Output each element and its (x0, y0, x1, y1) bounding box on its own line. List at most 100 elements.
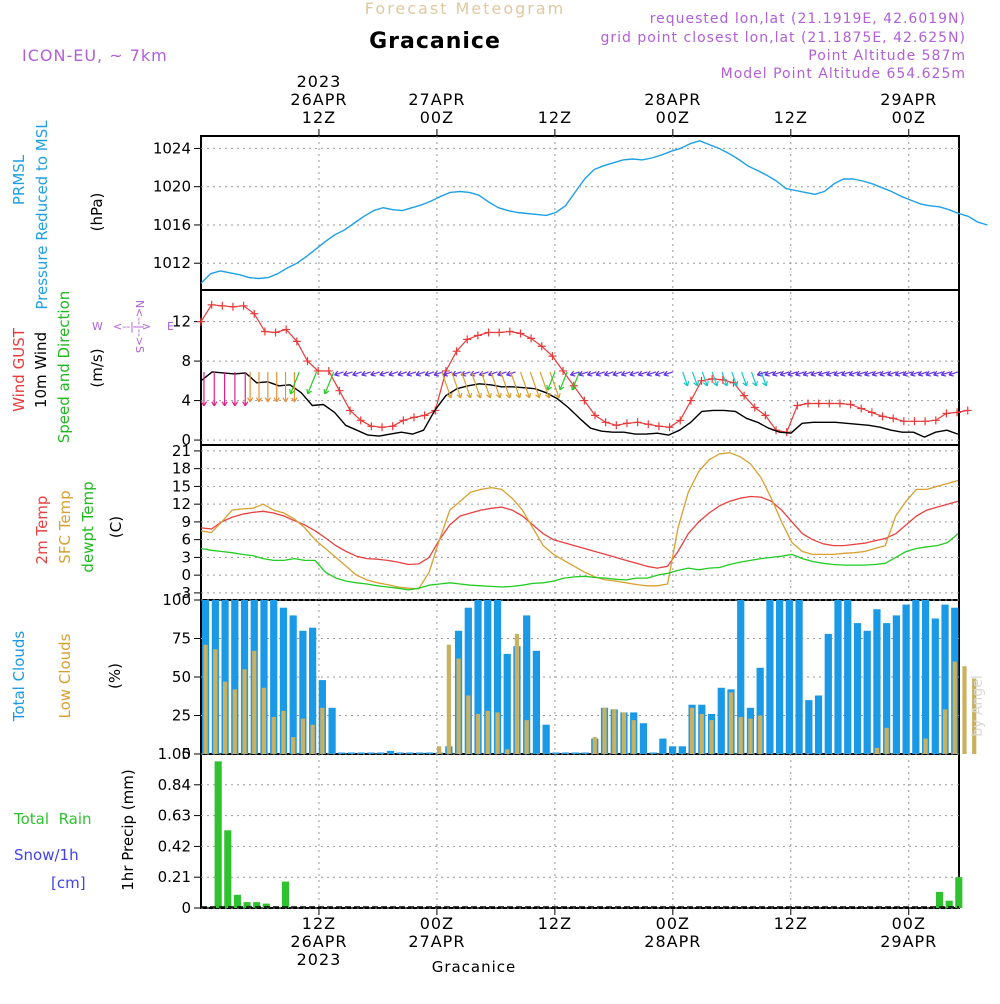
total-cloud-bar (328, 707, 336, 754)
low-cloud-bar (602, 707, 607, 754)
wind-arrow (558, 371, 568, 391)
wind-arrow (654, 370, 665, 377)
wind-arrow (334, 370, 344, 377)
wind-arrow (682, 371, 690, 387)
gust-marker (899, 417, 908, 426)
gust-marker (292, 337, 301, 346)
wind-panel: 0 4 8 12 (172, 300, 972, 449)
sfc-temp-label: SFC Temp (56, 490, 74, 563)
gust-marker (953, 408, 962, 417)
gust-marker (378, 423, 387, 432)
pressure-frame (200, 135, 960, 291)
wind-arrow (637, 370, 648, 377)
y-tick-label: 15 (172, 477, 191, 495)
low-cloud-bar (485, 710, 490, 754)
low-cloud-bar (923, 738, 928, 754)
snow-label: Snow/1h (14, 846, 79, 864)
precip-axis-label: 1hr Precip (mm) (119, 769, 137, 890)
gust-marker (548, 352, 557, 361)
compass-n: N (133, 300, 146, 308)
total-cloud-bar (309, 627, 317, 754)
snow-unit-label: [cm] (51, 874, 86, 892)
total-cloud-bar (493, 600, 502, 754)
low-cloud-bar (514, 633, 520, 754)
wind-arrow (200, 371, 208, 407)
wind-arrow (388, 370, 399, 377)
total-cloud-bar (425, 752, 434, 754)
low-cloud-bar (748, 718, 753, 754)
clouds-unit: (%) (106, 663, 124, 689)
wind-arrow (549, 371, 561, 399)
wind-arrow (478, 370, 489, 377)
gust-marker (463, 335, 472, 344)
wind-arrow (306, 371, 318, 395)
low-cloud-bar (437, 746, 442, 754)
wind-arrow (646, 370, 657, 377)
requested-coords: requested lon,lat (21.1919E, 42.6019N) (650, 11, 966, 27)
wind-arrow (818, 370, 828, 377)
prmsl-label: PRMSL (10, 154, 28, 205)
gust-marker (601, 418, 610, 427)
total-cloud-bar (523, 615, 531, 754)
total-cloud-bar (912, 600, 920, 754)
wind-speed-dir-label: Speed and Direction (55, 291, 73, 444)
y-tick-label: -3 (176, 584, 191, 602)
wind-unit: (m/s) (88, 348, 106, 387)
low-cloud-bar (728, 692, 734, 754)
wind-arrow (887, 370, 897, 377)
compass-rose: W <--|--> E N <--|--> S (92, 300, 174, 353)
gust-marker (473, 331, 482, 340)
top-time-label: 12Z (774, 108, 808, 127)
y-tick-label: 100 (162, 591, 191, 609)
total-cloud-bar (844, 600, 852, 754)
low-cloud-bar (738, 717, 743, 754)
top-time-label: 00Z (420, 108, 454, 127)
compass-w: W (92, 320, 103, 333)
rain-bar (955, 877, 963, 908)
low-cloud-bar (884, 727, 889, 754)
y-tick-label: 75 (172, 630, 191, 648)
wind-arrow (925, 370, 936, 377)
wind-arrow (352, 370, 362, 377)
wind-10m-line (200, 371, 959, 438)
wind-arrow (490, 371, 502, 399)
total-cloud-bar (669, 746, 677, 754)
rain-bar (281, 881, 290, 908)
wind-arrow (231, 371, 239, 407)
low-cloud-bar (261, 687, 267, 754)
gust-marker (942, 409, 951, 418)
wind-arrow (539, 371, 551, 399)
top-time-label: 12Z (538, 108, 572, 127)
gust-marker (931, 416, 940, 425)
wind-arrow (721, 371, 729, 387)
low-clouds-label: Low Clouds (56, 633, 74, 718)
low-cloud-bar (621, 712, 627, 754)
total-cloud-bar (639, 723, 648, 754)
low-cloud-bar (505, 749, 510, 754)
gust-marker (633, 418, 642, 427)
y-tick-label: 0 (181, 745, 191, 763)
low-cloud-bar (203, 644, 208, 754)
wind-gust-label: Wind GUST (10, 327, 28, 412)
total-cloud-bar (785, 600, 793, 754)
wind-arrow (910, 370, 920, 377)
gust-marker (612, 421, 621, 430)
y-tick-label: 1.05 (158, 745, 191, 763)
pressure-msl-label: Pressure Reduced to MSL (33, 120, 51, 310)
y-tick-label: 6 (181, 531, 191, 549)
wind-arrow (451, 371, 463, 399)
wind-arrow (691, 371, 700, 387)
y-tick-label: 8 (181, 352, 191, 370)
total-cloud-bar (814, 695, 823, 754)
wind-arrow (460, 371, 473, 399)
precip-panel: 0 0.21 0.42 0.63 0.84 1.05 (158, 745, 963, 917)
wind-labels: Wind GUST 10m Wind Speed and Direction (… (10, 291, 106, 444)
total-clouds-label: Total Clouds (10, 631, 28, 723)
dewpt-label: dewpt Temp (79, 481, 97, 572)
wind-arrow (864, 370, 874, 377)
model-altitude: Model Point Altitude 654.625m (721, 66, 966, 82)
gust-marker (835, 399, 844, 408)
gust-marker (207, 300, 216, 309)
